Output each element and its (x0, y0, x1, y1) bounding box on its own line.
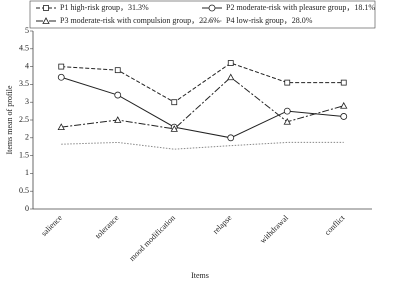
line (61, 76, 344, 130)
marker (227, 73, 235, 81)
legend-label: P2 moderate-risk with pleasure group，18.… (226, 3, 375, 12)
line (61, 62, 344, 103)
marker (57, 123, 65, 131)
marker (227, 134, 235, 142)
y-tick-label: 4.5 (19, 44, 29, 53)
line (61, 76, 344, 139)
x-tick-label: mood modification (127, 213, 177, 263)
line (61, 141, 344, 150)
marker (227, 60, 234, 66)
y-tick-label: 1.5 (19, 150, 29, 159)
marker (340, 113, 348, 120)
legend-marker (42, 17, 50, 24)
x-tick-label: conflict (323, 213, 347, 237)
marker (283, 117, 291, 125)
y-tick-label: 3 (25, 97, 29, 106)
marker (171, 99, 178, 106)
legend-label: P4 low-risk group，28.0% (226, 16, 313, 25)
y-tick-label: 5 (25, 26, 29, 35)
legend-label: P1 high-risk group，31.3% (60, 3, 149, 12)
legend-marker (43, 5, 49, 11)
x-tick-label: salience (39, 213, 64, 238)
y-tick-label: 2.5 (19, 115, 29, 124)
marker (114, 67, 121, 74)
marker (340, 79, 347, 86)
y-tick-label: 4 (25, 61, 29, 70)
marker (57, 73, 65, 81)
y-tick-label: 2 (25, 133, 29, 142)
marker (58, 63, 65, 70)
marker (284, 79, 291, 86)
marker (340, 101, 348, 109)
marker (114, 116, 122, 123)
x-tick-label: withdrawal (258, 213, 290, 245)
legend-box (29, 0, 376, 29)
y-tick-label: 0.5 (19, 186, 29, 195)
y-axis-title: Items mean of profile (5, 85, 14, 155)
x-tick-label: relapse (211, 213, 234, 236)
y-tick-label: 0 (25, 204, 29, 213)
marker (170, 125, 178, 132)
x-axis-title: Items (191, 271, 209, 280)
marker (283, 107, 291, 115)
y-tick-label: 1 (25, 168, 29, 177)
legend-label: P3 moderate-risk with compulsion group，2… (60, 16, 220, 25)
y-tick-label: 3.5 (19, 79, 29, 88)
marker (114, 91, 122, 99)
x-tick-label: tolerance (93, 213, 120, 240)
legend-marker (208, 4, 216, 12)
